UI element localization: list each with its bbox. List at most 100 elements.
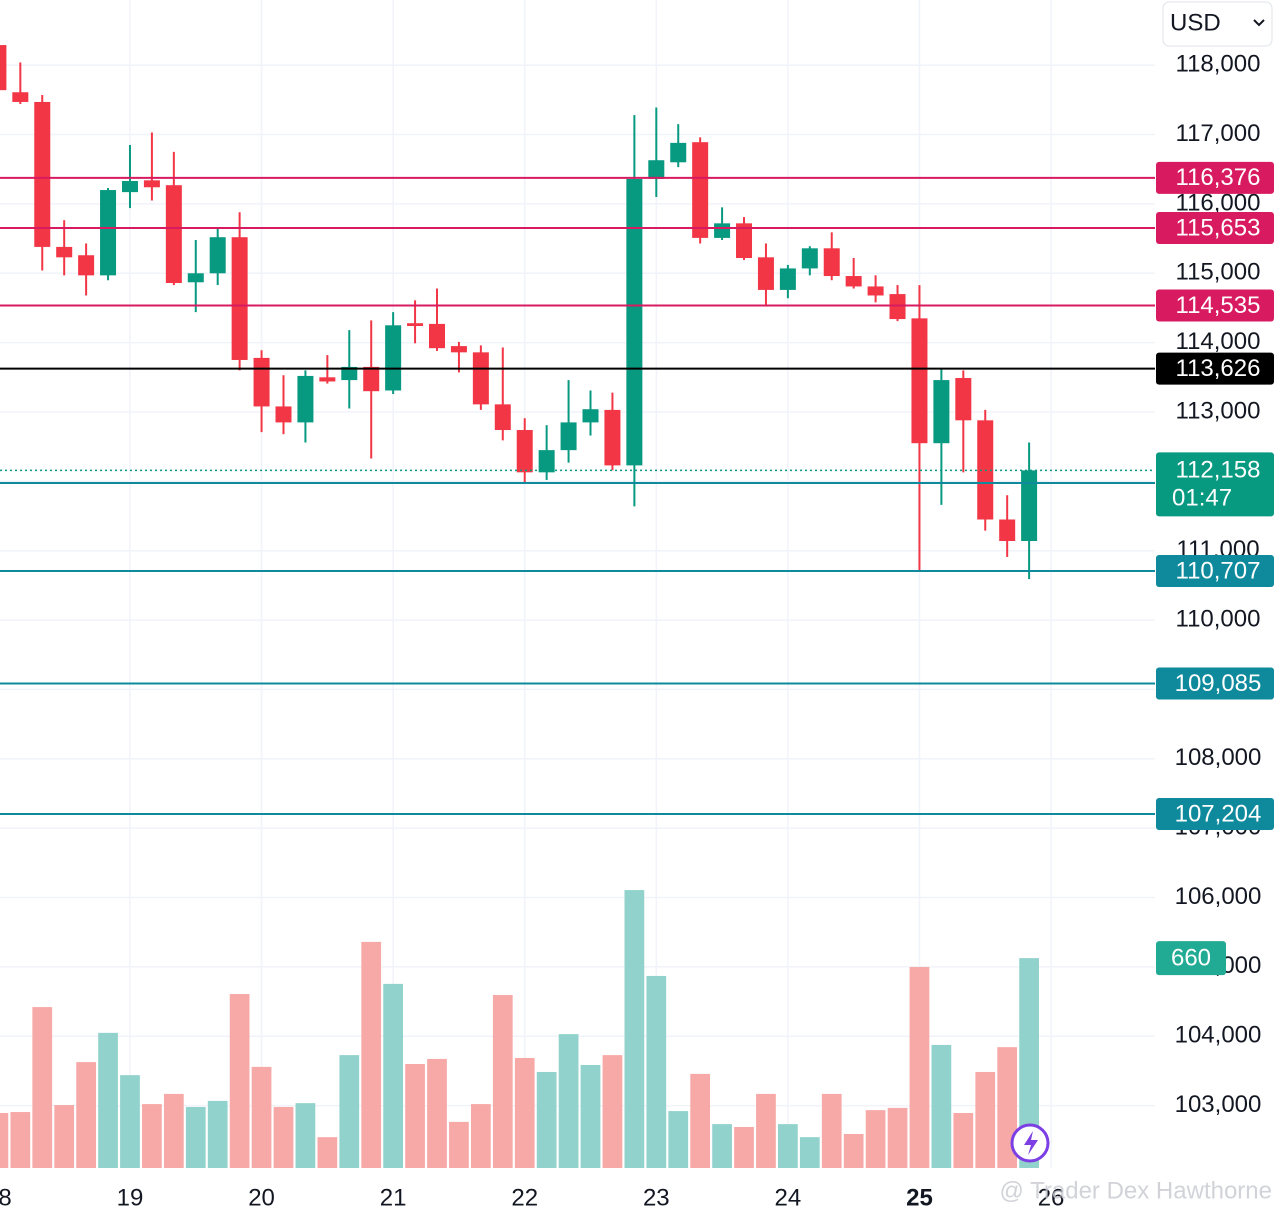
volume-bar [76, 1062, 96, 1168]
candle-body [1021, 470, 1038, 541]
y-tick-label: 115,000 [1176, 259, 1261, 286]
x-tick-label: 20 [248, 1184, 275, 1211]
candle-body [604, 409, 621, 466]
volume-bar [843, 1133, 864, 1168]
candle-body [736, 223, 753, 259]
last-price-label: 112,158 [1176, 457, 1261, 484]
level-label-box [1156, 161, 1274, 194]
assistant-icon[interactable] [1010, 1123, 1050, 1163]
volume-bar [712, 1124, 732, 1168]
volume-bar [405, 1064, 425, 1168]
candle-body [12, 92, 29, 102]
volume-label: 660 [1171, 944, 1211, 971]
level-label: 107,204 [1175, 800, 1262, 827]
volume-bar [251, 1066, 272, 1168]
candle-body [823, 248, 840, 277]
volume-bar [1019, 958, 1039, 1168]
volume-bar [427, 1058, 447, 1168]
time-axis: 18 19 20 21 22 23 24 25 26 [0, 1184, 1064, 1211]
candle-body [955, 378, 972, 421]
candle-body [78, 255, 95, 276]
volume-bar [887, 1107, 908, 1168]
currency-label[interactable]: USD [1170, 9, 1221, 36]
volume-bar [975, 1071, 996, 1168]
level-label: 115,653 [1176, 214, 1261, 241]
x-tick-label: 24 [775, 1184, 802, 1211]
candle-body [341, 366, 358, 381]
level-label-box [1156, 555, 1274, 588]
x-tick-label: 18 [0, 1184, 12, 1211]
candle-body [385, 325, 402, 391]
volume-bar [273, 1106, 294, 1168]
level-label-box [1156, 211, 1274, 244]
candle-body [143, 180, 160, 188]
candle-body [779, 268, 796, 290]
candle-body [670, 142, 687, 163]
volume-bar [0, 1112, 9, 1168]
candle-body [626, 178, 643, 466]
candle-body [231, 237, 248, 360]
level-label: 109,085 [1175, 670, 1262, 697]
volume-bar [536, 1071, 557, 1168]
volume-bar [778, 1124, 798, 1168]
level-label-box [1156, 667, 1274, 700]
candle-body [714, 223, 731, 238]
volume-bar [909, 967, 930, 1168]
volume-pane [0, 890, 1039, 1168]
currency-select[interactable]: USD [1162, 1, 1273, 47]
volume-bar [361, 941, 382, 1168]
volume-bar [383, 983, 404, 1168]
candle-body [516, 430, 533, 473]
volume-bar [339, 1055, 360, 1168]
y-tick-label: 108,000 [1175, 744, 1262, 771]
volume-bar [470, 1104, 491, 1168]
candle-body [538, 450, 555, 473]
candle-body [999, 519, 1016, 541]
candle-body [187, 273, 204, 283]
candle-body [429, 323, 445, 349]
currency-box[interactable] [1162, 1, 1273, 47]
volume-bar [756, 1093, 776, 1168]
volume-bar [558, 1034, 579, 1168]
candle-body [867, 286, 884, 296]
watermark: @ Trader Dex Hawthorne [1000, 1177, 1272, 1204]
volume-bar [865, 1110, 886, 1168]
volume-bar [207, 1100, 228, 1168]
x-tick-label: 21 [380, 1184, 407, 1211]
candle-body [209, 237, 226, 274]
y-tick-label: 103,000 [1175, 1091, 1262, 1118]
candle-body [297, 375, 314, 423]
candle-body [933, 380, 950, 444]
candle-body [911, 318, 928, 444]
chevron[interactable] [1253, 19, 1265, 27]
volume-bar [602, 1055, 623, 1168]
y-tick-label: 114,000 [1176, 328, 1261, 355]
candle-body [582, 409, 599, 423]
volume-bar [10, 1112, 31, 1168]
level-label: 114,535 [1176, 292, 1261, 319]
last-price-box [1156, 452, 1274, 517]
candle-body [757, 257, 774, 290]
volume-bar [492, 995, 513, 1168]
candle-body [889, 294, 906, 320]
x-tick-label: 26 [1038, 1184, 1065, 1211]
candle-body [100, 190, 117, 276]
candle-body [56, 246, 73, 258]
level-label-box [1156, 352, 1274, 385]
volume-bar [799, 1137, 820, 1168]
level-label-box [1156, 289, 1274, 322]
candle-body [845, 276, 862, 287]
candle-body [363, 366, 380, 392]
volume-bar [185, 1106, 206, 1168]
icon-bolt[interactable] [1024, 1131, 1038, 1155]
candle-body [692, 142, 709, 238]
candle-body [34, 101, 51, 247]
candle-body [560, 422, 577, 451]
x-tick-label: 23 [643, 1184, 670, 1211]
candle-body [275, 406, 292, 423]
volume-bar [120, 1075, 140, 1168]
y-tick-label: 106,000 [1175, 883, 1262, 910]
volume-bar [142, 1104, 162, 1168]
candle-body [648, 160, 665, 179]
